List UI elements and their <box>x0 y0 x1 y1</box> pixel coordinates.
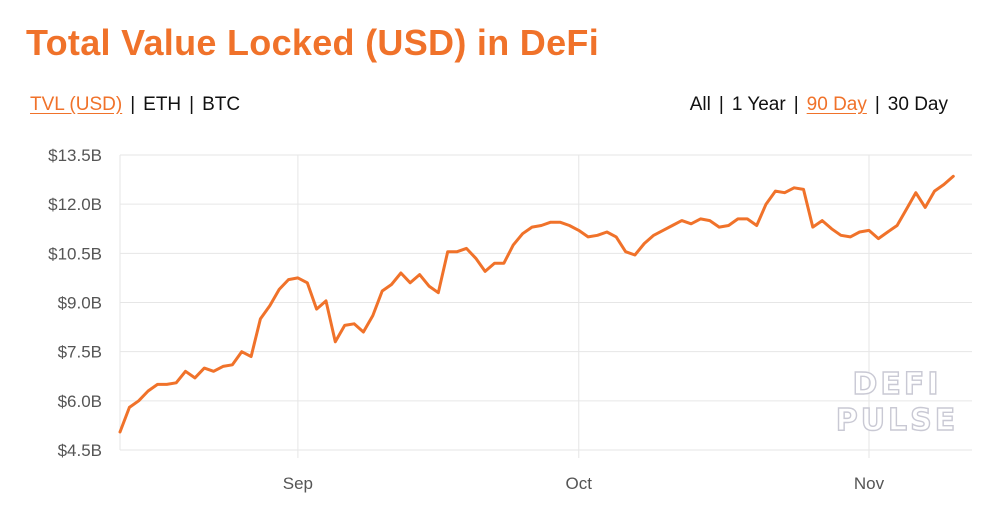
tab-separator: | <box>874 94 880 115</box>
tab-separator: | <box>718 94 724 115</box>
y-tick-label: $7.5B <box>58 343 102 362</box>
tab-btc[interactable]: BTC <box>202 94 241 115</box>
tab-separator: | <box>130 94 136 115</box>
y-tick-label: $6.0B <box>58 392 102 411</box>
x-tick-label: Sep <box>283 474 313 493</box>
tvl-series-line <box>118 174 955 434</box>
chart-series <box>118 174 955 434</box>
x-tick-label: Nov <box>854 474 885 493</box>
y-tick-label: $12.0B <box>48 195 102 214</box>
tab-1-year[interactable]: 1 Year <box>731 94 786 115</box>
chart-title: Total Value Locked (USD) in DeFi <box>26 22 600 63</box>
x-tick-label: Oct <box>566 474 593 493</box>
tab-separator: | <box>189 94 195 115</box>
range-tabs: All | 1 Year | 90 Day | 30 Day <box>690 94 948 116</box>
chart-grid <box>119 154 972 458</box>
tab-all[interactable]: All <box>689 94 711 115</box>
metric-tabs: TVL (USD) | ETH | BTC <box>30 94 240 116</box>
watermark-line2: PULSE <box>836 403 959 438</box>
y-tick-label: $13.5B <box>48 146 102 165</box>
y-tick-label: $9.0B <box>58 294 102 313</box>
y-tick-label: $4.5B <box>58 441 102 460</box>
tab-separator: | <box>793 94 799 115</box>
defi-pulse-watermark: DEFI PULSE <box>835 366 959 438</box>
tab-30-day[interactable]: 30 Day <box>887 94 948 115</box>
y-tick-label: $10.5B <box>48 244 102 263</box>
tab-tvl-usd[interactable]: TVL (USD) <box>30 94 123 115</box>
tab-eth[interactable]: ETH <box>143 94 182 115</box>
watermark-line1: DEFI <box>852 367 941 402</box>
y-axis-ticks: $4.5B $6.0B $7.5B $9.0B $10.5B $12.0B $13.5B <box>48 146 102 460</box>
tab-90-day[interactable]: 90 Day <box>806 94 867 115</box>
x-axis-ticks: Sep Oct Nov <box>283 474 885 493</box>
